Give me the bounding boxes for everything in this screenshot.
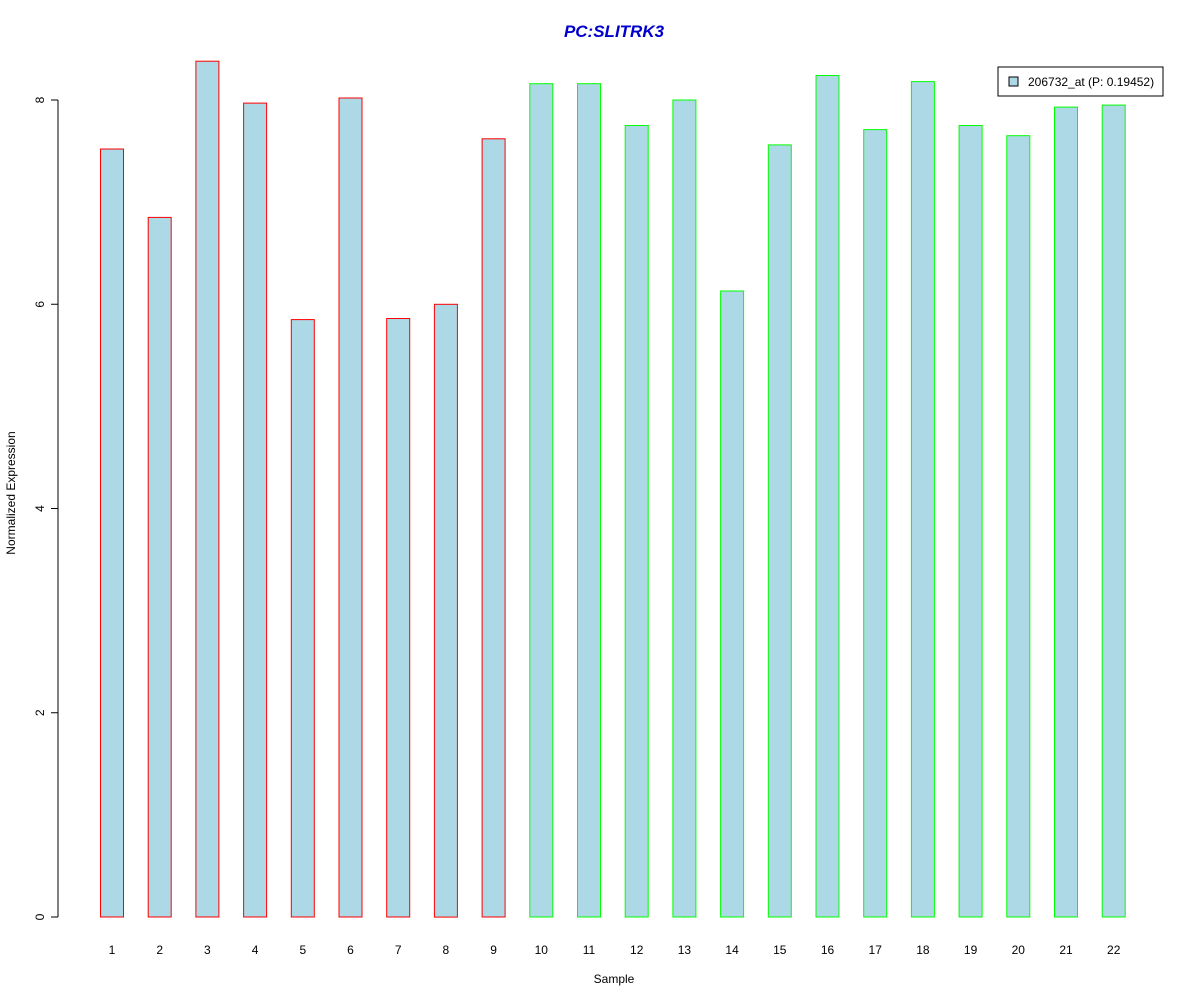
legend: 206732_at (P: 0.19452) (997, 66, 1164, 97)
x-tick-label: 8 (443, 943, 450, 957)
bar-sample-10 (529, 83, 554, 918)
x-tick-label: 9 (490, 943, 497, 957)
bar-sample-22 (1101, 104, 1126, 918)
x-tick-label: 16 (821, 943, 835, 957)
x-tick-label: 3 (204, 943, 211, 957)
bar-sample-4 (243, 102, 268, 918)
x-axis-title: Sample (594, 972, 635, 986)
y-tick-label: 6 (33, 301, 47, 308)
bar-sample-15 (767, 144, 792, 918)
bar-sample-17 (863, 129, 888, 918)
x-tick-label: 17 (869, 943, 883, 957)
chart-title: PC:SLITRK3 (564, 22, 665, 41)
x-tick-label: 10 (535, 943, 549, 957)
x-tick-label: 14 (725, 943, 739, 957)
bar-sample-5 (290, 319, 315, 918)
bar-sample-7 (386, 318, 411, 918)
y-axis-title: Normalized Expression (4, 431, 18, 554)
bar-sample-12 (624, 125, 649, 918)
bar-sample-2 (147, 216, 172, 918)
bar-sample-13 (672, 99, 697, 918)
bar-sample-8 (433, 303, 458, 918)
bar-sample-21 (1054, 106, 1078, 918)
legend-entry: 206732_at (P: 0.19452) (1028, 75, 1154, 89)
x-tick-label: 5 (299, 943, 306, 957)
x-tick-label: 19 (964, 943, 978, 957)
legend-box (997, 66, 1164, 97)
legend-swatch (1008, 76, 1019, 87)
y-axis: 0 2 4 6 8 (33, 96, 59, 920)
bar-sample-9 (481, 138, 506, 918)
bar-sample-11 (577, 83, 601, 918)
y-tick-label: 2 (33, 709, 47, 716)
y-tick-label: 0 (33, 913, 47, 920)
y-tick-label: 4 (33, 505, 47, 512)
x-tick-label: 1 (109, 943, 116, 957)
x-tick-label: 20 (1012, 943, 1026, 957)
x-tick-label: 18 (916, 943, 930, 957)
y-tick-label: 8 (33, 96, 47, 103)
bar-sample-1 (100, 148, 124, 918)
x-tick-label: 12 (630, 943, 644, 957)
x-tick-label: 15 (773, 943, 787, 957)
x-tick-label: 13 (678, 943, 692, 957)
bar-sample-19 (958, 125, 983, 918)
bar-sample-3 (195, 60, 220, 918)
x-tick-label: 11 (583, 943, 596, 957)
x-tick-label: 4 (252, 943, 259, 957)
x-axis-tick-labels: 1 2 3 4 5 6 7 8 9 10 11 12 13 14 15 16 17 18 19 20 21 22 (109, 943, 1121, 957)
bar-sample-20 (1006, 135, 1031, 918)
x-tick-label: 7 (395, 943, 402, 957)
bar-sample-16 (815, 75, 840, 918)
x-tick-label: 22 (1107, 943, 1121, 957)
x-tick-label: 21 (1059, 943, 1073, 957)
x-tick-label: 2 (156, 943, 163, 957)
bar-sample-6 (338, 97, 363, 918)
bar-series (100, 60, 1126, 918)
x-tick-label: 6 (347, 943, 354, 957)
bar-sample-18 (910, 81, 935, 918)
bar-sample-14 (720, 290, 745, 918)
